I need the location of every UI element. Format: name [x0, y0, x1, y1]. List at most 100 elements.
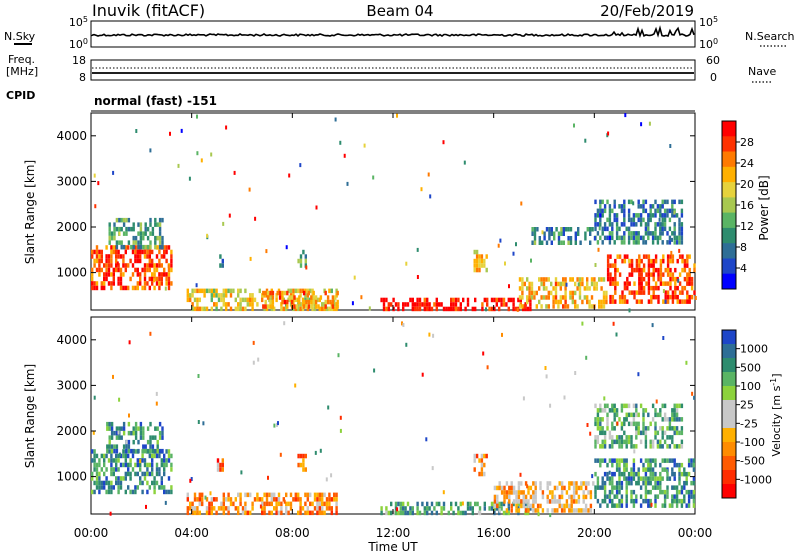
- range-gate-cell: [552, 286, 555, 291]
- range-gate-cell: [93, 258, 96, 264]
- range-gate-cell: [637, 240, 640, 245]
- range-gate-cell: [553, 499, 557, 504]
- range-gate-cell: [469, 501, 472, 507]
- range-gate-cell: [333, 497, 336, 502]
- range-gate-cell: [633, 290, 636, 295]
- range-gate-cell: [149, 448, 152, 454]
- range-gate-cell: [151, 258, 154, 264]
- range-gate-cell: [397, 510, 400, 516]
- range-gate-cell: [668, 217, 672, 223]
- range-gate-cell: [263, 492, 266, 498]
- range-gate-cell: [673, 444, 676, 449]
- range-gate-cell: [541, 508, 545, 513]
- range-gate-cell: [662, 272, 665, 277]
- range-gate-cell: [605, 299, 608, 305]
- range-gate-cell: [656, 412, 660, 418]
- range-gate-cell: [635, 240, 638, 245]
- y-tick-label: 2000: [56, 220, 87, 234]
- range-gate-cell: [625, 476, 628, 481]
- range-gate-cell: [527, 485, 530, 491]
- range-gate-cell: [237, 293, 240, 298]
- range-gate-cell: [93, 249, 96, 255]
- range-gate-cell: [186, 293, 189, 298]
- range-gate-cell: [678, 235, 681, 241]
- range-gate-cell: [163, 249, 166, 255]
- range-gate-cell: [678, 240, 681, 245]
- range-gate-cell: [669, 276, 672, 282]
- range-gate-cell: [515, 503, 518, 509]
- range-gate-cell: [478, 258, 481, 264]
- range-gate-cell: [613, 199, 616, 205]
- range-gate-cell: [656, 204, 660, 209]
- range-gate-cell: [288, 295, 291, 300]
- range-gate-cell: [649, 467, 652, 472]
- range-gate-cell: [582, 494, 585, 500]
- range-gate-cell: [304, 510, 307, 516]
- range-gate-cell: [656, 439, 660, 445]
- range-gate-cell: [144, 231, 147, 236]
- range-gate-cell: [627, 217, 631, 223]
- range-gate-cell: [559, 295, 562, 300]
- range-gate-cell: [673, 426, 676, 431]
- range-gate-cell: [623, 235, 626, 241]
- range-gate-cell: [143, 272, 147, 277]
- range-gate-cell: [671, 494, 674, 499]
- range-gate-cell: [98, 263, 101, 268]
- range-gate-cell: [515, 494, 518, 500]
- range-gate-cell: [372, 175, 375, 180]
- range-gate-cell: [471, 306, 474, 312]
- range-gate-cell: [198, 306, 201, 312]
- range-gate-cell: [91, 272, 94, 277]
- range-gate-cell: [678, 226, 681, 232]
- range-gate-cell: [156, 439, 159, 445]
- range-gate-cell: [158, 263, 161, 268]
- range-gate-cell: [158, 240, 162, 245]
- range-gate-cell: [205, 288, 209, 294]
- range-gate-cell: [632, 444, 636, 449]
- range-gate-cell: [485, 254, 488, 259]
- range-gate-cell: [678, 430, 681, 436]
- range-gate-cell: [618, 480, 621, 486]
- range-gate-cell: [527, 499, 530, 504]
- range-gate-cell: [405, 261, 408, 266]
- range-gate-cell: [289, 501, 293, 507]
- range-gate-cell: [282, 306, 285, 312]
- range-gate-cell: [632, 421, 636, 427]
- range-gate-cell: [575, 499, 578, 504]
- range-gate-cell: [671, 485, 674, 490]
- x-axis-ticks: 00:00 04:00 08:00 12:00 16:00 20:00 00:00: [74, 113, 712, 540]
- range-gate-cell: [122, 421, 126, 427]
- range-gate-cell: [692, 489, 696, 495]
- range-gate-cell: [666, 281, 670, 286]
- range-gate-cell: [146, 489, 149, 495]
- range-gate-cell: [673, 458, 676, 463]
- range-gate-cell: [137, 231, 140, 236]
- range-gate-cell: [596, 476, 600, 481]
- range-gate-cell: [575, 485, 578, 491]
- range-gate-cell: [285, 510, 288, 516]
- range-gate-cell: [307, 299, 311, 305]
- nsky-trace: [91, 25, 695, 39]
- range-gate-cell: [298, 299, 301, 305]
- range-gate-cell: [673, 417, 676, 422]
- range-gate-cell: [170, 263, 173, 268]
- range-gate-cell: [115, 444, 119, 449]
- range-gate-cell: [401, 321, 403, 326]
- range-gate-cell: [312, 290, 315, 296]
- range-gate-cell: [493, 485, 497, 491]
- range-gate-cell: [201, 501, 204, 507]
- range-gate-cell: [95, 285, 99, 291]
- range-gate-cell: [611, 476, 614, 481]
- range-gate-cell: [244, 297, 247, 303]
- range-gate-cell: [228, 213, 231, 218]
- range-gate-cell: [640, 276, 643, 282]
- colorbar-swatch: [722, 197, 736, 214]
- range-gate-cell: [584, 236, 587, 241]
- range-gate-cell: [628, 263, 631, 268]
- range-gate-cell: [663, 208, 667, 214]
- range-gate-cell: [105, 245, 108, 250]
- range-gate-cell: [324, 299, 327, 305]
- range-gate-cell: [657, 299, 660, 304]
- range-gate-cell: [605, 295, 608, 300]
- range-gate-cell: [505, 494, 509, 500]
